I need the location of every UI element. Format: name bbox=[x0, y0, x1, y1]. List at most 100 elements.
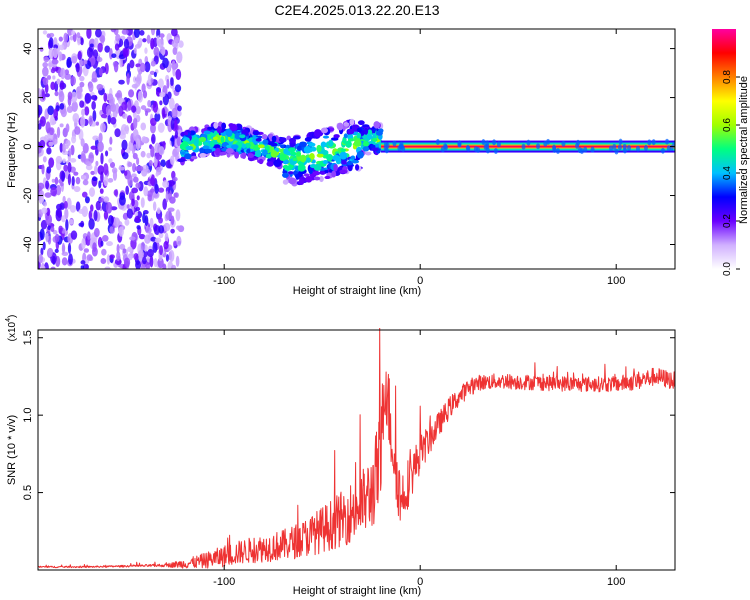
spectrogram-cell bbox=[104, 45, 111, 53]
spectrogram-cell bbox=[116, 251, 121, 262]
spectrogram-cell bbox=[115, 103, 120, 114]
spectrogram-cell bbox=[110, 116, 117, 125]
spectrogram-cell bbox=[72, 112, 80, 123]
spectrogram-cell bbox=[44, 192, 52, 198]
spectrogram-cell bbox=[80, 260, 86, 265]
spectrogram-cell bbox=[39, 46, 44, 52]
spectrogram-cell bbox=[90, 204, 94, 212]
spectrogram-cell bbox=[67, 91, 73, 101]
spectrogram-cell bbox=[280, 144, 285, 149]
spectrogram-cell bbox=[651, 139, 656, 146]
spectrogram-cell bbox=[135, 138, 141, 151]
spectrogram-cell bbox=[58, 91, 65, 103]
spectrogram-cell bbox=[133, 29, 140, 39]
spectrogram-cell bbox=[79, 66, 83, 75]
spectrogram-cell bbox=[64, 144, 69, 149]
spectrogram-cell bbox=[46, 147, 52, 155]
spectrogram-cell bbox=[134, 165, 142, 172]
spectrogram-cell bbox=[176, 225, 181, 231]
colorbar-label: Normalized spectral amplitude bbox=[738, 76, 750, 224]
spectrogram-cell bbox=[647, 139, 652, 146]
spectrogram-cell bbox=[129, 236, 136, 241]
spectrogram-cell bbox=[172, 46, 178, 56]
spectrogram-cell bbox=[114, 258, 122, 266]
spectrogram-cell bbox=[39, 116, 46, 127]
spectrogram-cell bbox=[493, 147, 498, 154]
spectrogram-cell bbox=[270, 150, 278, 158]
spectrogram-cell bbox=[228, 123, 235, 128]
spectrogram-cell bbox=[51, 178, 56, 183]
spectrogram-cell bbox=[357, 120, 365, 126]
spectrogram-cell bbox=[147, 99, 152, 108]
spectrogram-cell bbox=[485, 143, 490, 150]
spectrogram-y-tick-label: 40 bbox=[22, 42, 34, 54]
spectrogram-cell bbox=[70, 144, 75, 156]
spectrogram-cell bbox=[99, 188, 104, 194]
spectrogram-cell bbox=[94, 227, 100, 238]
spectrogram-cell bbox=[140, 263, 146, 269]
spectrogram-cell bbox=[133, 47, 137, 54]
spectrogram-cell bbox=[54, 176, 59, 185]
spectrogram-cell bbox=[80, 138, 85, 147]
spectrogram-cell bbox=[75, 62, 80, 73]
spectrogram-cell bbox=[132, 117, 138, 130]
spectrogram-cell bbox=[132, 128, 139, 141]
spectrogram-frame bbox=[37, 28, 676, 270]
spectrogram-cell bbox=[95, 200, 101, 211]
spectrogram-cell bbox=[85, 161, 92, 167]
spectrogram-cell bbox=[107, 178, 114, 183]
spectrogram-cell bbox=[110, 29, 117, 33]
spectrogram-cell bbox=[167, 207, 175, 212]
spectrogram-cell bbox=[347, 128, 355, 135]
spectrogram-y-tick-label: 20 bbox=[22, 91, 34, 103]
spectrogram-cell bbox=[50, 226, 55, 233]
spectrogram-cell bbox=[221, 122, 227, 130]
spectrogram-cell bbox=[207, 134, 212, 141]
spectrogram-cell bbox=[372, 137, 378, 142]
spectrogram-cell bbox=[126, 208, 134, 219]
spectrogram-cell bbox=[219, 151, 227, 156]
spectrogram-cell bbox=[271, 135, 277, 142]
spectrogram-cell bbox=[150, 37, 155, 50]
spectrogram-cell bbox=[66, 58, 71, 68]
spectrogram-cell bbox=[337, 166, 343, 171]
spectrogram-cell bbox=[150, 145, 155, 158]
spectrogram-cell bbox=[575, 142, 580, 149]
spectrogram-cell bbox=[38, 146, 42, 154]
spectrogram-cell bbox=[81, 191, 88, 198]
spectrogram-cell bbox=[106, 254, 111, 265]
spectrogram-y-tick-label: -40 bbox=[22, 237, 34, 253]
spectrogram-cell bbox=[262, 149, 268, 156]
spectrogram-cell bbox=[162, 57, 169, 69]
spectrogram-cell bbox=[122, 248, 127, 254]
spectrogram-cell bbox=[172, 176, 178, 182]
spectrogram-cell bbox=[119, 243, 126, 250]
spectrogram-cell bbox=[62, 158, 66, 163]
spectrogram-cell bbox=[296, 151, 302, 157]
spectrogram-cell bbox=[88, 152, 95, 164]
snr-x-tick-label: -100 bbox=[213, 576, 235, 588]
spectrogram-cell bbox=[135, 75, 141, 87]
spectrogram-cell bbox=[128, 89, 135, 98]
spectrogram-cell bbox=[171, 134, 175, 147]
spectrogram-cell bbox=[555, 147, 560, 154]
colorbar-tick-label: 0.8 bbox=[722, 70, 733, 84]
spectrogram-cell bbox=[131, 187, 139, 194]
spectrogram-cell bbox=[349, 118, 355, 126]
spectrogram-cell bbox=[207, 126, 213, 130]
spectrogram-cell bbox=[156, 29, 161, 39]
spectrogram-cell bbox=[666, 145, 671, 152]
spectrogram-cell bbox=[165, 254, 169, 262]
spectrogram-cell bbox=[138, 233, 146, 240]
spectrogram-cell bbox=[52, 229, 58, 235]
spectrogram-cell bbox=[139, 30, 145, 36]
spectrogram-cell bbox=[590, 146, 595, 153]
spectrogram-y-tick-label: 0 bbox=[22, 143, 34, 149]
spectrogram-cell bbox=[384, 147, 389, 154]
spectrogram-cell bbox=[105, 104, 112, 116]
spectrogram-cell bbox=[287, 147, 296, 152]
spectrogram-cell bbox=[58, 225, 63, 233]
spectrogram-cell bbox=[81, 108, 86, 117]
spectrogram-cell bbox=[121, 139, 128, 151]
spectrogram-cell bbox=[84, 59, 88, 65]
